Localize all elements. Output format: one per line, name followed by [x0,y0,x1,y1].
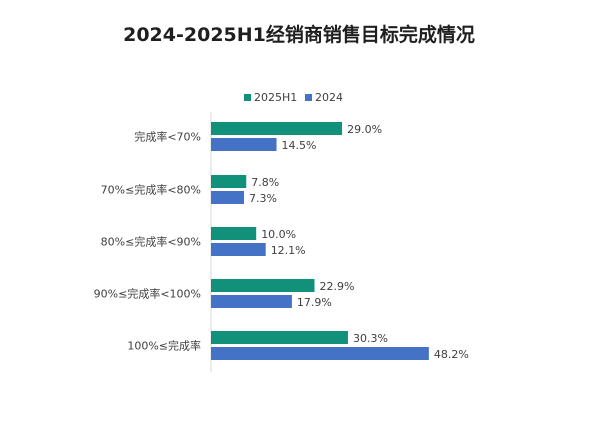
data-label-2025H1-4: 30.3% [353,332,388,345]
data-label-2025H1-3: 22.9% [320,280,355,293]
bar-2025H1-0 [211,122,343,135]
bar-2024-1 [211,191,244,204]
category-label-3: 90%≤完成率<100% [94,287,201,301]
category-label-1: 70%≤完成率<80% [101,183,201,197]
bar-2025H1-3 [211,279,315,292]
data-label-2024-1: 7.3% [249,192,277,205]
bar-2024-0 [211,138,277,151]
legend-swatch-2024 [305,94,312,101]
category-label-2: 80%≤完成率<90% [101,235,201,249]
legend-label-2024: 2024 [315,91,343,104]
data-label-2025H1-1: 7.8% [251,176,279,189]
bar-2024-4 [211,347,429,360]
bar-2025H1-1 [211,175,247,188]
data-label-2024-2: 12.1% [271,244,306,257]
legend-label-2025H1: 2025H1 [254,91,297,104]
legend-swatch-2025H1 [244,94,251,101]
data-label-2024-0: 14.5% [282,139,317,152]
bar-2024-3 [211,295,292,308]
category-label-0: 完成率<70% [134,130,201,144]
bar-2024-2 [211,243,266,256]
data-label-2024-3: 17.9% [297,296,332,309]
data-label-2024-4: 48.2% [434,348,469,361]
category-label-4: 100%≤完成率 [127,339,201,353]
data-label-2025H1-0: 29.0% [347,123,382,136]
chart-title: 2024-2025H1经销商销售目标完成情况 [123,24,475,46]
bar-2025H1-2 [211,227,257,240]
data-label-2025H1-2: 10.0% [261,228,296,241]
bar-2025H1-4 [211,331,348,344]
